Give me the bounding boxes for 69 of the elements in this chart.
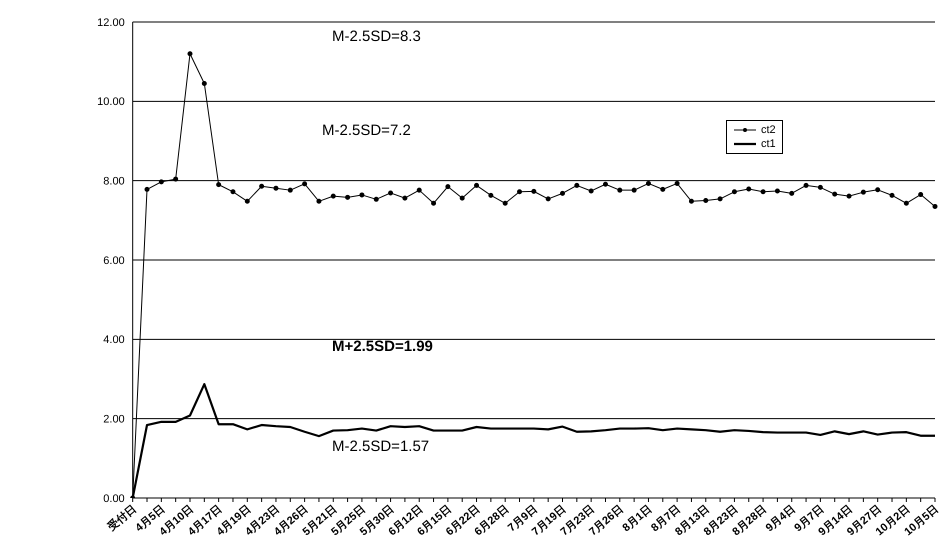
point: [818, 184, 823, 190]
point: [374, 196, 379, 202]
annotation: M+2.5SD=1.99: [332, 338, 433, 355]
point: [688, 198, 694, 204]
y-tick-label: 0.00: [103, 492, 125, 505]
point: [187, 51, 192, 56]
point: [230, 189, 236, 194]
point: [846, 194, 852, 199]
point: [918, 192, 924, 198]
y-tick-label: 8.00: [103, 176, 125, 188]
point: [646, 180, 651, 186]
point: [488, 192, 494, 198]
point: [531, 188, 536, 194]
annotation: M-2.5SD=8.3: [332, 28, 421, 45]
point: [546, 196, 551, 202]
point: [660, 186, 666, 192]
annotation: M-2.5SD=7.2: [322, 122, 411, 139]
point: [316, 198, 322, 204]
point: [832, 192, 838, 197]
point: [502, 200, 508, 206]
point: [173, 176, 178, 182]
point: [890, 192, 895, 198]
point: [774, 188, 780, 194]
y-tick-label: 6.00: [103, 254, 125, 267]
point: [273, 186, 278, 191]
point: [904, 200, 909, 206]
point: [345, 194, 350, 200]
point: [875, 187, 880, 192]
point: [144, 186, 150, 192]
point: [517, 189, 522, 194]
point: [804, 182, 809, 188]
point: [402, 196, 408, 201]
point: [302, 181, 308, 186]
point: [416, 188, 422, 193]
point: [158, 179, 164, 184]
point: [588, 188, 594, 194]
point: [703, 198, 708, 203]
point: [602, 182, 608, 187]
point: [574, 182, 580, 188]
point: [388, 190, 394, 196]
y-tick-label: 2.00: [103, 414, 125, 426]
legend-label: ct1: [761, 137, 776, 151]
y-tick-label: 12.00: [97, 16, 125, 29]
point: [746, 186, 752, 192]
point: [632, 188, 637, 193]
point: [560, 190, 565, 196]
point: [760, 189, 766, 194]
y-tick-label: 10.00: [97, 96, 125, 108]
point: [330, 194, 336, 199]
point: [244, 198, 250, 204]
y-tick-label: 4.00: [103, 334, 125, 346]
point: [216, 182, 222, 188]
point: [732, 189, 737, 194]
point: [460, 196, 465, 201]
point: [932, 204, 938, 209]
point: [445, 184, 450, 190]
point: [288, 188, 293, 193]
point: [474, 182, 480, 188]
annotation: M-2.5SD=1.57: [332, 438, 430, 455]
point: [860, 190, 866, 195]
point: [202, 80, 207, 86]
legend-label: ct2: [761, 123, 776, 137]
point: [674, 180, 680, 186]
point: [359, 192, 364, 198]
point: [431, 200, 436, 206]
point: [789, 190, 794, 196]
point: [617, 188, 622, 193]
point: [259, 184, 264, 189]
point: [718, 196, 723, 202]
